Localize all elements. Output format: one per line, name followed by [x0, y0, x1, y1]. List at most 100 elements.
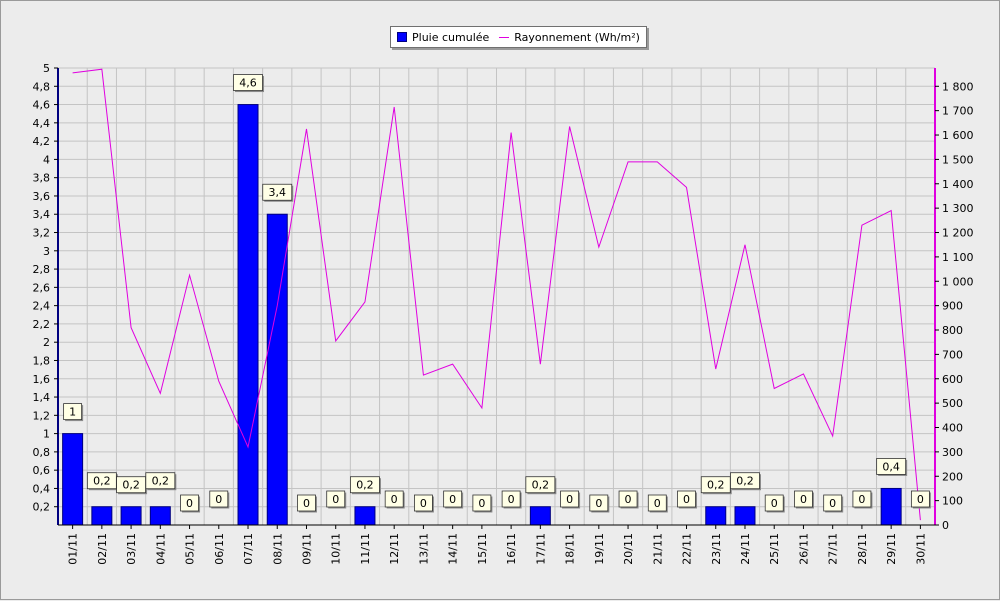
data-label-01/11: 1 — [63, 403, 84, 422]
data-label-text: 0,2 — [152, 475, 170, 488]
y-right-tick-label: 1 600 — [942, 129, 974, 142]
data-label-text: 0 — [683, 493, 690, 506]
data-label-box — [730, 472, 760, 490]
y-left-tick-label: 5 — [43, 62, 50, 75]
data-label-box — [145, 472, 176, 490]
data-label-26/11: 0 — [794, 490, 814, 509]
data-label-box — [876, 458, 907, 475]
data-label-22/11: 0 — [677, 490, 698, 509]
y-right-tick-label: 1 300 — [942, 202, 974, 215]
data-label-16/11: 0 — [501, 490, 522, 509]
x-tick-label-04/11: 04/11 — [154, 533, 167, 565]
legend-item-rain: Pluie cumulée — [397, 31, 489, 44]
y-right-tick-label: 100 — [942, 495, 963, 508]
data-label-text: 3,4 — [269, 186, 287, 199]
x-tick-label-30/11: 30/11 — [914, 533, 927, 565]
bar-rain-24/11 — [734, 506, 756, 526]
x-tick-label-19/11: 19/11 — [593, 533, 606, 565]
x-tick-label-08/11: 08/11 — [271, 533, 284, 565]
data-label-box — [472, 494, 492, 512]
x-tick-label-09/11: 09/11 — [300, 533, 313, 565]
data-label-text: 0 — [449, 493, 456, 506]
x-tick-label-16/11: 16/11 — [505, 533, 518, 565]
y-right-tick-label: 700 — [942, 348, 963, 361]
data-label-09/11: 0 — [297, 494, 317, 513]
y-right-tick-label: 200 — [942, 470, 963, 483]
data-label-text: 0,2 — [356, 479, 374, 492]
data-label-29/11: 0,4 — [876, 458, 908, 476]
data-label-27/11: 0 — [823, 494, 844, 513]
data-label-12/11: 0 — [384, 490, 405, 509]
data-label-box — [63, 403, 83, 421]
data-label-box — [589, 494, 609, 512]
bar-rain-03/11 — [120, 506, 142, 526]
x-tick-label-14/11: 14/11 — [447, 533, 460, 565]
y-left-tick-label: 2,4 — [33, 300, 51, 313]
y-left-tick-label: 4,2 — [33, 135, 51, 148]
data-label-text: 0,2 — [736, 475, 754, 488]
x-tick-label-18/11: 18/11 — [564, 533, 577, 565]
bar-rain-29/11 — [880, 487, 902, 526]
data-label-text: 0 — [566, 493, 573, 506]
x-tick-label-28/11: 28/11 — [856, 533, 869, 565]
data-label-08/11: 3,4 — [262, 183, 294, 202]
x-tick-label-02/11: 02/11 — [96, 533, 109, 565]
y-right-tick-label: 500 — [942, 397, 963, 410]
data-label-box — [647, 494, 667, 512]
x-tick-label-20/11: 20/11 — [622, 533, 635, 565]
data-label-text: 0 — [303, 497, 310, 510]
data-label-text: 0 — [595, 497, 602, 510]
x-tick-label-23/11: 23/11 — [710, 533, 723, 565]
x-tick-label-25/11: 25/11 — [768, 533, 781, 565]
legend-swatch-radiation — [499, 36, 510, 38]
x-tick-label-07/11: 07/11 — [242, 533, 255, 565]
data-label-text: 0 — [332, 493, 339, 506]
x-tick-label-29/11: 29/11 — [885, 533, 898, 565]
data-label-07/11: 4,6 — [233, 74, 265, 93]
legend-swatch-rain — [397, 32, 407, 42]
data-label-text: 0 — [186, 497, 193, 510]
x-tick-label-27/11: 27/11 — [827, 533, 840, 565]
y-left-tick-label: 2 — [43, 336, 50, 349]
y-left-tick-label: 3,6 — [33, 190, 51, 203]
bar-rain-02/11 — [91, 506, 113, 526]
x-tick-label-10/11: 10/11 — [330, 533, 343, 565]
x-tick-label-21/11: 21/11 — [651, 533, 664, 565]
bar-rain-17/11 — [529, 506, 551, 526]
data-label-box — [910, 490, 930, 508]
data-label-text: 0 — [508, 493, 515, 506]
bar-rain-01/11 — [62, 433, 84, 526]
data-label-box — [618, 490, 638, 508]
y-left-tick-label: 4,8 — [33, 80, 51, 93]
data-label-24/11: 0,2 — [730, 472, 761, 491]
data-label-18/11: 0 — [560, 490, 581, 509]
y-left-tick-label: 4,4 — [33, 117, 51, 130]
x-tick-label-13/11: 13/11 — [417, 533, 430, 565]
y-left-tick-label: 1,2 — [33, 409, 51, 422]
data-label-box — [525, 476, 556, 494]
y-right-tick-label: 800 — [942, 324, 963, 337]
data-label-14/11: 0 — [443, 490, 464, 509]
data-label-box — [443, 490, 463, 508]
legend-label-rain: Pluie cumulée — [412, 30, 490, 44]
line-radiation — [72, 68, 921, 521]
data-label-text: 0 — [625, 493, 632, 506]
data-label-21/11: 0 — [647, 494, 668, 513]
data-label-box — [209, 490, 229, 508]
data-label-box — [560, 490, 579, 508]
y-right-tick-label: 1 700 — [942, 105, 974, 118]
y-left-tick-label: 2,2 — [33, 318, 51, 331]
data-label-text: 0,2 — [122, 479, 140, 492]
y-right-tick-label: 600 — [942, 373, 963, 386]
y-left-tick-label: 0,4 — [33, 482, 51, 495]
data-label-box — [262, 183, 293, 201]
data-label-box — [384, 490, 404, 508]
y-left-tick-label: 1,8 — [33, 354, 51, 367]
data-label-text: 0 — [215, 493, 222, 506]
data-label-30/11: 0 — [910, 490, 931, 509]
data-label-box — [501, 490, 521, 508]
data-label-06/11: 0 — [209, 490, 230, 509]
y-right-tick-label: 1 200 — [942, 227, 974, 240]
